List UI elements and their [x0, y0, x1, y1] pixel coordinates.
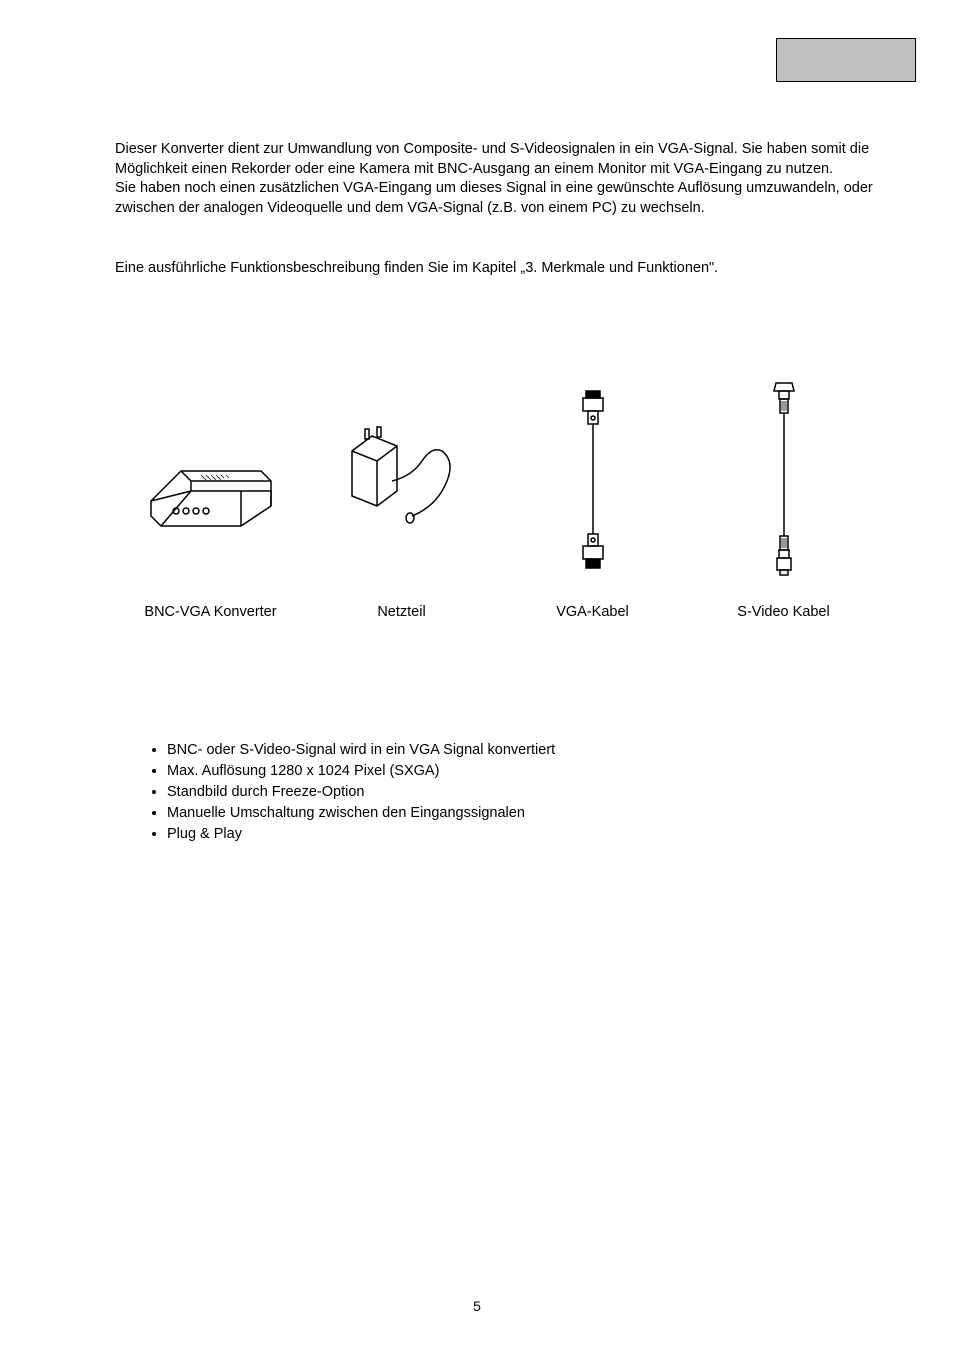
scope-of-delivery-labels: BNC-VGA Konverter Netzteil VGA-Kabel S-V…	[115, 604, 879, 620]
item-power-supply	[306, 386, 497, 576]
vga-cable-icon	[497, 386, 688, 576]
page-number: 5	[0, 1298, 954, 1314]
item-svideo-cable	[688, 386, 879, 576]
power-supply-icon	[306, 386, 497, 576]
converter-icon	[115, 386, 306, 576]
item-label: BNC-VGA Konverter	[115, 604, 306, 620]
feature-item: Manuelle Umschaltung zwischen den Eingan…	[167, 803, 879, 824]
item-label: Netzteil	[306, 604, 497, 620]
item-label: S-Video Kabel	[688, 604, 879, 620]
header-box	[776, 38, 916, 82]
features-list: BNC- oder S-Video-Signal wird in ein VGA…	[115, 740, 879, 845]
item-converter	[115, 386, 306, 576]
intro-p2: Sie haben noch einen zusätzlichen VGA-Ei…	[115, 179, 879, 218]
feature-item: BNC- oder S-Video-Signal wird in ein VGA…	[167, 740, 879, 761]
item-vga-cable	[497, 386, 688, 576]
feature-item: Plug & Play	[167, 824, 879, 845]
feature-item: Standbild durch Freeze-Option	[167, 782, 879, 803]
intro-note: Eine ausführliche Funktionsbeschreibung …	[115, 260, 879, 276]
scope-of-delivery-images	[115, 386, 879, 576]
feature-item: Max. Auflösung 1280 x 1024 Pixel (SXGA)	[167, 761, 879, 782]
page-content: Dieser Konverter dient zur Umwandlung vo…	[115, 140, 879, 845]
item-label: VGA-Kabel	[497, 604, 688, 620]
intro-p1: Dieser Konverter dient zur Umwandlung vo…	[115, 140, 879, 179]
svideo-cable-icon	[688, 386, 879, 576]
